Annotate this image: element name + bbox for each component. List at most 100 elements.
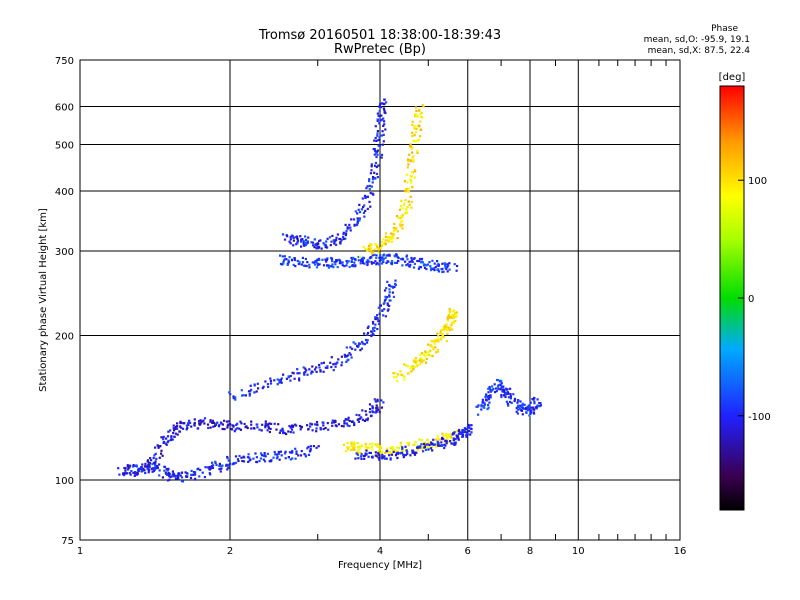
data-point	[411, 260, 414, 263]
data-point	[382, 140, 385, 143]
data-point	[395, 253, 398, 257]
data-point	[266, 424, 269, 427]
data-point	[289, 242, 292, 245]
data-point	[488, 387, 492, 390]
data-point	[495, 390, 498, 393]
x-tick-label: 4	[377, 546, 383, 557]
data-point	[283, 452, 287, 455]
data-point	[309, 448, 312, 451]
data-point	[255, 423, 258, 426]
data-point	[421, 261, 424, 264]
x-axis-label: Frequency [MHz]	[338, 560, 422, 571]
data-point	[370, 169, 373, 172]
data-point	[411, 451, 414, 454]
data-point	[167, 439, 170, 443]
data-point	[438, 438, 441, 441]
data-point	[308, 368, 311, 371]
data-point	[444, 266, 447, 269]
data-point	[390, 260, 393, 263]
data-point	[303, 264, 307, 267]
data-point	[388, 295, 391, 298]
data-point	[240, 456, 243, 459]
data-point	[171, 438, 174, 441]
data-point	[408, 260, 411, 263]
data-point	[310, 370, 313, 373]
data-point	[450, 316, 453, 319]
data-point	[331, 421, 334, 424]
data-point	[345, 229, 348, 233]
data-point	[190, 425, 193, 428]
y-tick-label: 300	[55, 247, 74, 258]
data-point	[147, 471, 150, 474]
data-point	[264, 455, 267, 458]
data-point	[307, 453, 311, 456]
data-point	[364, 443, 367, 446]
data-point	[366, 185, 369, 188]
data-point	[538, 405, 541, 408]
data-point	[153, 454, 156, 457]
data-point	[417, 446, 420, 449]
data-point	[382, 238, 385, 241]
data-point	[227, 423, 230, 426]
data-point	[296, 372, 299, 375]
data-point	[363, 194, 367, 197]
data-point	[266, 452, 269, 455]
data-point	[359, 262, 362, 265]
data-point	[440, 441, 443, 444]
data-point	[268, 430, 271, 434]
data-point	[375, 410, 378, 413]
data-point	[492, 387, 495, 390]
data-point	[301, 256, 304, 259]
data-point	[161, 476, 164, 479]
data-point	[173, 473, 176, 476]
data-point	[499, 379, 502, 382]
data-point	[300, 245, 303, 248]
data-point	[403, 189, 406, 193]
data-point	[279, 254, 282, 257]
data-point	[441, 328, 444, 331]
data-point	[504, 387, 508, 390]
data-point	[351, 448, 354, 451]
x-tick-label: 6	[465, 546, 471, 557]
data-point	[420, 352, 424, 355]
data-point	[137, 469, 140, 473]
data-point	[357, 344, 360, 347]
data-point	[297, 454, 300, 457]
data-point	[158, 456, 161, 459]
data-point	[454, 313, 458, 316]
data-point	[414, 357, 417, 360]
data-point	[280, 377, 283, 380]
data-point	[269, 377, 272, 380]
data-point	[420, 257, 424, 260]
data-point	[439, 444, 442, 447]
data-point	[419, 113, 422, 116]
data-point	[315, 430, 318, 433]
data-point	[250, 420, 253, 423]
data-point	[503, 389, 506, 392]
data-point	[144, 472, 147, 475]
data-point	[211, 421, 214, 424]
data-point	[396, 237, 399, 240]
data-point	[407, 187, 410, 190]
data-point	[465, 434, 468, 437]
data-point	[240, 422, 243, 425]
data-point	[410, 175, 413, 178]
data-point	[356, 453, 359, 456]
data-point	[305, 369, 308, 372]
data-point	[179, 425, 182, 428]
data-point	[178, 430, 181, 433]
data-point	[364, 196, 367, 199]
data-point	[165, 443, 168, 446]
data-point	[488, 386, 491, 389]
data-point	[399, 217, 402, 220]
data-point	[412, 443, 415, 446]
data-point	[390, 446, 393, 449]
data-point	[123, 466, 126, 470]
data-point	[261, 423, 264, 426]
data-point	[264, 380, 267, 383]
data-point	[419, 357, 422, 360]
data-point	[395, 227, 398, 230]
data-point	[284, 457, 287, 460]
data-point	[376, 400, 379, 403]
